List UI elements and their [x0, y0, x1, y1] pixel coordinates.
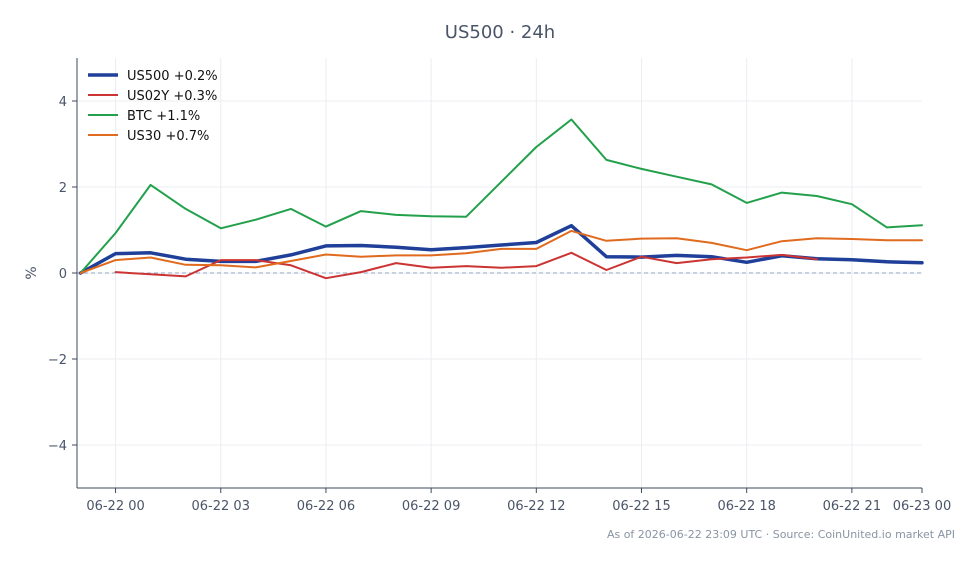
- y-tick-label: 4: [59, 95, 67, 110]
- series-line-3: [79, 118, 923, 274]
- y-tick-label: −4: [48, 439, 67, 454]
- x-tick-label: 06-22 15: [612, 499, 670, 514]
- chart-title: US500 · 24h: [445, 22, 555, 43]
- y-tick-label: −2: [48, 353, 67, 368]
- legend-entry: US500 +0.2%: [127, 69, 218, 84]
- footer-source: As of 2026-06-22 23:09 UTC · Source: Coi…: [607, 528, 955, 541]
- series-line-2: [114, 251, 818, 280]
- x-tick-label: 06-22 00: [86, 499, 144, 514]
- y-tick-label: 2: [59, 181, 67, 196]
- x-tick-label: 06-22 18: [717, 499, 775, 514]
- y-tick-label: 0: [59, 267, 67, 282]
- x-tick-label: 06-23 00: [893, 499, 951, 514]
- legend-entry: US30 +0.7%: [127, 129, 209, 144]
- x-tick-label: 06-22 09: [402, 499, 460, 514]
- legend-entry: US02Y +0.3%: [127, 89, 217, 104]
- legend-entry: BTC +1.1%: [127, 109, 200, 124]
- series-line-4: [79, 229, 923, 274]
- x-tick-label: 06-22 21: [823, 499, 881, 514]
- y-axis-label: %: [24, 266, 40, 279]
- legend: US500 +0.2% US02Y +0.3% BTC +1.1% US30 +0.7…: [88, 69, 218, 144]
- x-axis-ticks: 06-22 00 06-22 03 06-22 06 06-22 09 06-22 12…: [86, 488, 951, 514]
- x-tick-label: 06-22 12: [507, 499, 565, 514]
- x-tick-label: 06-22 06: [297, 499, 355, 514]
- series-lines: [78, 118, 924, 280]
- y-axis-ticks: −4 −2 0 2 4: [48, 95, 77, 454]
- x-tick-label: 06-22 03: [192, 499, 250, 514]
